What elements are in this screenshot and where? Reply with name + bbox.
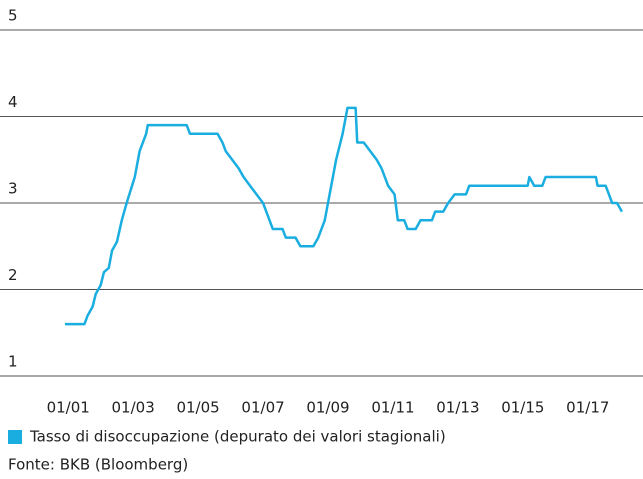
x-tick-label: 01/17 [566, 399, 609, 417]
y-tick-label: 5 [8, 7, 18, 25]
legend-label: Tasso di disoccupazione (depurato dei va… [29, 428, 446, 446]
x-tick-label: 01/13 [436, 399, 479, 417]
legend-swatch [8, 430, 22, 444]
y-tick-label: 1 [8, 353, 18, 371]
x-tick-label: 01/15 [501, 399, 544, 417]
x-tick-label: 01/01 [47, 399, 90, 417]
data-line [64, 106, 623, 326]
x-tick-label: 01/03 [112, 399, 155, 417]
x-tick-label: 01/07 [241, 399, 284, 417]
y-tick-label: 3 [8, 180, 18, 198]
x-tick-label: 01/05 [176, 399, 219, 417]
x-tick-label: 01/11 [371, 399, 414, 417]
source: Fonte: BKB (Bloomberg) [8, 456, 188, 474]
x-tick-label: 01/09 [306, 399, 349, 417]
y-tick-label: 2 [8, 266, 18, 284]
y-tick-label: 4 [8, 93, 18, 111]
